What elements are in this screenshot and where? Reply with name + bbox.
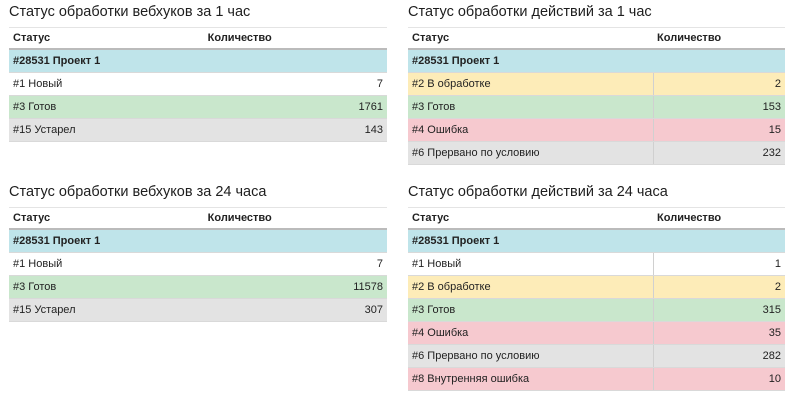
- column-header-status[interactable]: Статус: [408, 27, 654, 50]
- column-header-count[interactable]: Количество: [203, 27, 387, 50]
- status-cell: #6 Прервано по условию: [408, 141, 654, 165]
- status-cell: #4 Ошибка: [408, 118, 654, 142]
- table-row[interactable]: #8 Внутренняя ошибка 10: [408, 367, 785, 391]
- status-cell: #6 Прервано по условию: [408, 344, 654, 368]
- panel-title: Статус обработки вебхуков за 24 часа: [9, 184, 267, 200]
- panel-title: Статус обработки действий за 24 часа: [408, 184, 668, 200]
- status-table: Статус Количество #28531 Проект 1 #1 Нов…: [9, 27, 387, 142]
- group-label: #28531 Проект 1: [408, 49, 785, 73]
- status-cell: #3 Готов: [408, 95, 654, 119]
- group-label: #28531 Проект 1: [9, 49, 387, 73]
- count-cell: 10: [653, 367, 785, 391]
- table-header-row: Статус Количество: [9, 27, 387, 50]
- table-row[interactable]: #6 Прервано по условию 232: [408, 141, 785, 165]
- table-row[interactable]: #15 Устарел 307: [9, 298, 387, 322]
- group-row[interactable]: #28531 Проект 1: [9, 229, 387, 253]
- table-row[interactable]: #2 В обработке 2: [408, 72, 785, 96]
- status-cell: #4 Ошибка: [408, 321, 654, 345]
- column-header-status[interactable]: Статус: [408, 207, 654, 230]
- panel-actions-24h: Статус обработки действий за 24 часа Ста…: [408, 183, 785, 391]
- status-cell: #3 Готов: [408, 298, 654, 322]
- status-cell: #15 Устарел: [9, 118, 204, 142]
- count-cell: 7: [203, 72, 387, 96]
- table-row[interactable]: #3 Готов 1761: [9, 95, 387, 119]
- table-row[interactable]: #15 Устарел 143: [9, 118, 387, 142]
- count-cell: 7: [203, 252, 387, 276]
- count-cell: 1761: [203, 95, 387, 119]
- column-header-status[interactable]: Статус: [9, 207, 204, 230]
- group-label: #28531 Проект 1: [9, 229, 387, 253]
- count-cell: 2: [653, 72, 785, 96]
- group-row[interactable]: #28531 Проект 1: [408, 229, 785, 253]
- status-cell: #1 Новый: [408, 252, 654, 276]
- panel-webhooks-1h: Статус обработки вебхуков за 1 час Стату…: [9, 3, 387, 142]
- status-cell: #3 Готов: [9, 95, 204, 119]
- count-cell: 2: [653, 275, 785, 299]
- panel-title: Статус обработки вебхуков за 1 час: [9, 4, 251, 20]
- count-cell: 232: [653, 141, 785, 165]
- table-row[interactable]: #4 Ошибка 15: [408, 118, 785, 142]
- status-cell: #1 Новый: [9, 252, 204, 276]
- panel-title: Статус обработки действий за 1 час: [408, 4, 652, 20]
- group-row[interactable]: #28531 Проект 1: [408, 49, 785, 73]
- count-cell: 35: [653, 321, 785, 345]
- group-row[interactable]: #28531 Проект 1: [9, 49, 387, 73]
- table-row[interactable]: #3 Готов 315: [408, 298, 785, 322]
- table-row[interactable]: #6 Прервано по условию 282: [408, 344, 785, 368]
- count-cell: 143: [203, 118, 387, 142]
- count-cell: 282: [653, 344, 785, 368]
- table-header-row: Статус Количество: [408, 207, 785, 230]
- table-row[interactable]: #1 Новый 1: [408, 252, 785, 276]
- status-cell: #1 Новый: [9, 72, 204, 96]
- count-cell: 11578: [203, 275, 387, 299]
- count-cell: 315: [653, 298, 785, 322]
- status-table: Статус Количество #28531 Проект 1 #2 В о…: [408, 27, 785, 165]
- table-row[interactable]: #2 В обработке 2: [408, 275, 785, 299]
- table-row[interactable]: #3 Готов 11578: [9, 275, 387, 299]
- count-cell: 153: [653, 95, 785, 119]
- group-label: #28531 Проект 1: [408, 229, 785, 253]
- panel-actions-1h: Статус обработки действий за 1 час Стату…: [408, 3, 785, 165]
- status-cell: #2 В обработке: [408, 72, 654, 96]
- column-header-count[interactable]: Количество: [653, 207, 785, 230]
- column-header-count[interactable]: Количество: [203, 207, 387, 230]
- table-row[interactable]: #1 Новый 7: [9, 252, 387, 276]
- status-cell: #15 Устарел: [9, 298, 204, 322]
- table-row[interactable]: #4 Ошибка 35: [408, 321, 785, 345]
- panel-webhooks-24h: Статус обработки вебхуков за 24 часа Ста…: [9, 183, 387, 322]
- column-header-status[interactable]: Статус: [9, 27, 204, 50]
- status-cell: #8 Внутренняя ошибка: [408, 367, 654, 391]
- status-table: Статус Количество #28531 Проект 1 #1 Нов…: [9, 207, 387, 322]
- count-cell: 15: [653, 118, 785, 142]
- table-header-row: Статус Количество: [9, 207, 387, 230]
- count-cell: 307: [203, 298, 387, 322]
- table-header-row: Статус Количество: [408, 27, 785, 50]
- status-table: Статус Количество #28531 Проект 1 #1 Нов…: [408, 207, 785, 391]
- status-cell: #2 В обработке: [408, 275, 654, 299]
- table-row[interactable]: #1 Новый 7: [9, 72, 387, 96]
- column-header-count[interactable]: Количество: [653, 27, 785, 50]
- count-cell: 1: [653, 252, 785, 276]
- status-cell: #3 Готов: [9, 275, 204, 299]
- table-row[interactable]: #3 Готов 153: [408, 95, 785, 119]
